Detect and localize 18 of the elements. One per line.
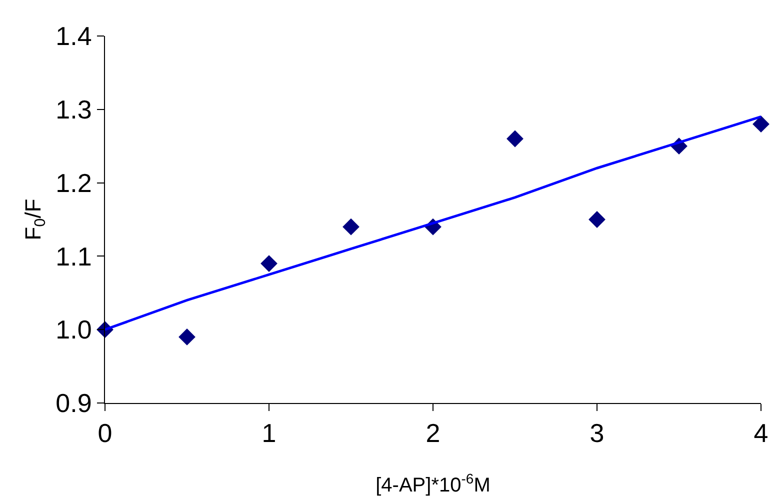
y-tick-label: 1.4 xyxy=(56,21,92,52)
y-tick-label: 1.2 xyxy=(56,168,92,198)
y-tick-label: 1.3 xyxy=(56,94,92,124)
y-tick-label: 1.0 xyxy=(56,314,92,345)
x-tick-label: 4 xyxy=(754,418,768,448)
point xyxy=(752,116,770,133)
x-tick-label: 0 xyxy=(98,418,112,448)
x-axis-title: [4-AP]*10$^{-6}$M xyxy=(376,470,490,497)
y-tick-label: 0.9 xyxy=(56,388,92,418)
point xyxy=(506,130,524,148)
point xyxy=(588,211,606,228)
x-tick-label: 3 xyxy=(590,418,604,448)
x-tick-label: 2 xyxy=(426,418,440,448)
x-tick-label: 1 xyxy=(262,418,276,448)
y-tick-label: 1.1 xyxy=(56,241,92,272)
point xyxy=(260,255,278,272)
point xyxy=(178,328,196,346)
point xyxy=(342,218,360,236)
